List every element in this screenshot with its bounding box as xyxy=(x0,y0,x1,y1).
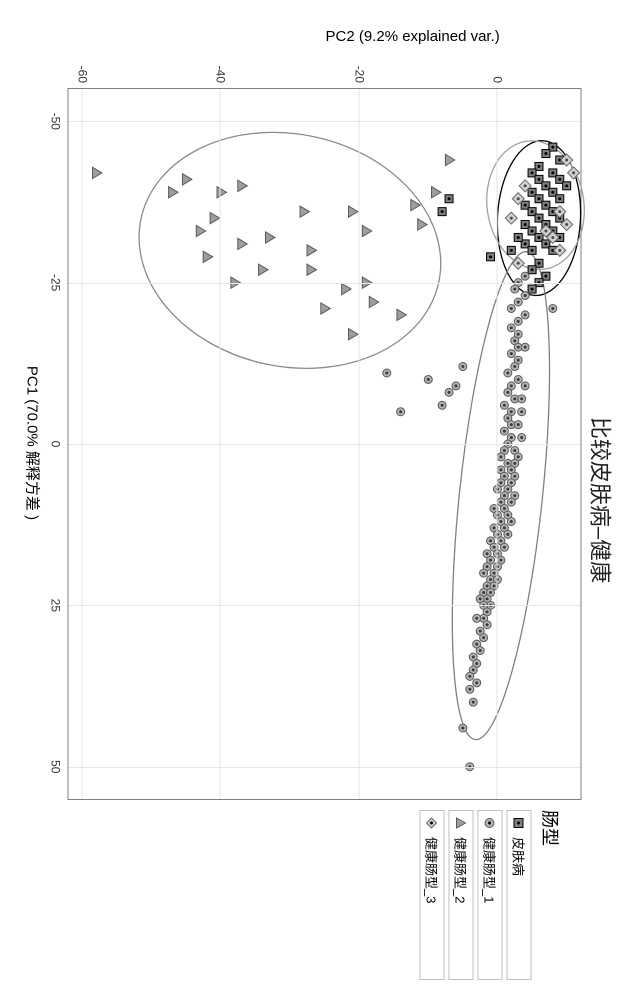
gridline-v xyxy=(68,283,580,284)
legend-label: 皮肤病 xyxy=(509,837,528,876)
legend-swatch-icon xyxy=(482,815,498,831)
data-point xyxy=(396,309,405,320)
legend-item: 健康肠型_1 xyxy=(477,810,502,980)
y-tick-label: -60 xyxy=(75,51,89,83)
data-point xyxy=(410,200,419,211)
data-point xyxy=(320,303,329,314)
data-point xyxy=(348,206,357,217)
data-point xyxy=(217,187,226,198)
x-tick-label: 50 xyxy=(48,760,62,773)
data-point xyxy=(300,206,309,217)
gridline-v xyxy=(68,444,580,445)
data-point xyxy=(210,212,219,223)
data-point xyxy=(168,187,177,198)
chart-title: 比较皮肤病–健康 xyxy=(585,0,617,1000)
x-tick-label: -25 xyxy=(48,274,62,291)
legend-label: 健康肠型_3 xyxy=(422,837,441,903)
y-tick-label: 0 xyxy=(490,51,504,83)
x-tick-label: -50 xyxy=(48,113,62,130)
data-point xyxy=(182,174,191,185)
legend-swatch-icon xyxy=(424,815,440,831)
gridline-h xyxy=(358,89,359,799)
legend-item: 健康肠型_3 xyxy=(419,810,444,980)
y-tick-label: -40 xyxy=(213,51,227,83)
y-axis-label: PC2 (9.2% explained var.) xyxy=(325,28,499,45)
data-point xyxy=(306,245,315,256)
x-tick-label: 25 xyxy=(48,599,62,612)
data-point xyxy=(417,219,426,230)
data-point xyxy=(445,154,454,165)
legend-swatch-icon xyxy=(453,815,469,831)
data-point xyxy=(362,225,371,236)
gridline-v xyxy=(68,605,580,606)
legend-swatch-icon xyxy=(511,815,527,831)
gridline-h xyxy=(219,89,220,799)
legend-label: 健康肠型_1 xyxy=(480,837,499,903)
data-point xyxy=(431,187,440,198)
data-point xyxy=(237,238,246,249)
data-point xyxy=(196,225,205,236)
legend-item: 皮肤病 xyxy=(506,810,531,980)
data-point xyxy=(92,167,101,178)
x-tick-label: 0 xyxy=(48,441,62,448)
data-point xyxy=(369,296,378,307)
data-point xyxy=(306,264,315,275)
legend: 肠型 皮肤病健康肠型_1 健康肠型_2 健康肠型_3 xyxy=(415,810,563,980)
gridline-h xyxy=(81,89,82,799)
data-point xyxy=(265,232,274,243)
y-tick-label: -20 xyxy=(352,51,366,83)
data-point xyxy=(237,180,246,191)
data-point xyxy=(203,251,212,262)
gridline-h xyxy=(496,89,497,799)
gridline-v xyxy=(68,767,580,768)
data-point xyxy=(348,329,357,340)
x-axis-label: PC1 (70.0% 解释方差 ) xyxy=(22,88,43,798)
data-point xyxy=(341,283,350,294)
legend-item: 健康肠型_2 xyxy=(448,810,473,980)
legend-label: 健康肠型_2 xyxy=(451,837,470,903)
plot-panel: -50-2502550-60-40-200 xyxy=(67,88,581,800)
confidence-ellipse xyxy=(116,105,462,396)
data-point xyxy=(258,264,267,275)
legend-title: 肠型 xyxy=(537,810,563,980)
gridline-v xyxy=(68,121,580,122)
